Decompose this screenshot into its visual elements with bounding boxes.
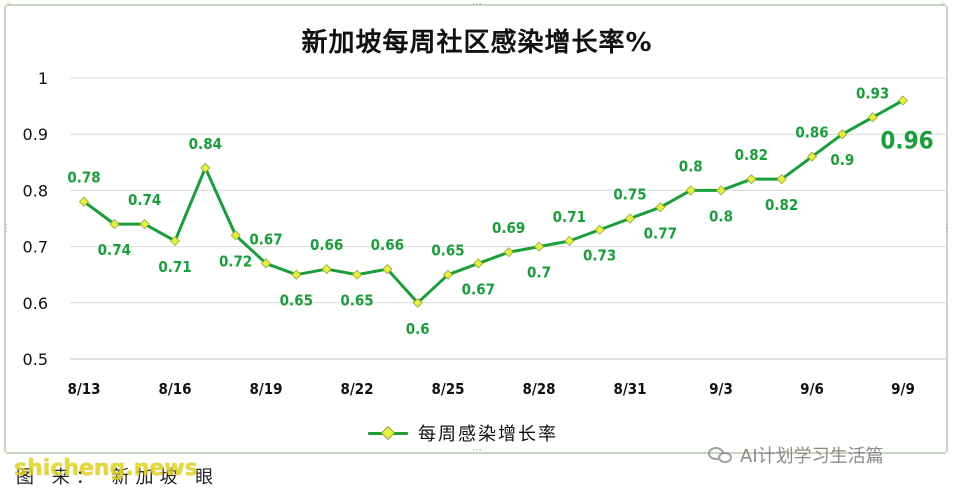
data-label: 0.74 [98, 241, 131, 259]
data-label: 0.7 [527, 264, 551, 282]
data-point-marker [230, 230, 241, 241]
data-label: 0.67 [462, 280, 495, 298]
left-middle-handle[interactable]: ⋮ [1, 223, 11, 234]
right-middle-handle[interactable]: ⋮ [942, 223, 952, 234]
data-point-marker [412, 297, 423, 308]
data-label: 0.73 [583, 247, 616, 265]
data-point-marker [746, 174, 757, 185]
data-point-marker [200, 162, 211, 173]
x-tick-label: 8/16 [158, 380, 191, 398]
data-label: 0.78 [67, 169, 100, 187]
legend-swatch-icon [368, 426, 408, 440]
data-point-marker [442, 269, 454, 280]
data-label: 0.8 [709, 207, 733, 225]
data-label: 0.69 [492, 219, 525, 237]
x-tick-label: 8/25 [431, 380, 464, 398]
y-tick-label: 0.5 [23, 350, 48, 369]
data-point-marker [109, 219, 120, 230]
data-point-marker [685, 185, 696, 196]
data-point-marker [533, 241, 545, 252]
x-tick-label: 8/13 [67, 380, 100, 398]
data-label: 0.65 [340, 292, 373, 310]
chart-legend[interactable]: 每周感染增长率 [368, 420, 558, 446]
x-tick-label: 8/28 [522, 380, 555, 398]
top-right-handle[interactable]: ◦ [940, 0, 946, 10]
data-label: 0.9 [830, 151, 854, 169]
data-label: 0.75 [613, 186, 646, 204]
site-watermark: shicheng.news [14, 456, 198, 481]
data-point-marker [867, 112, 878, 123]
data-label: 0.66 [310, 236, 343, 254]
wechat-watermark-text: AI计划学习生活篇 [740, 446, 884, 467]
top-left-handle[interactable]: ◦ [6, 0, 12, 10]
x-tick-label: 9/6 [800, 380, 824, 398]
data-label: 0.6 [406, 320, 430, 338]
data-point-marker [897, 95, 909, 106]
x-tick-label: 8/19 [249, 380, 282, 398]
x-tick-label: 8/31 [613, 380, 646, 398]
y-tick-label: 0.7 [23, 238, 48, 257]
y-tick-label: 0.6 [23, 294, 48, 313]
source-caption: 图 来： 新加坡 眼 [16, 467, 220, 488]
y-tick-label: 0.8 [23, 181, 48, 200]
data-point-marker [594, 224, 605, 235]
wechat-watermark: AI计划学习生活篇 [708, 442, 884, 468]
data-label: 0.96 [880, 126, 933, 154]
data-label: 0.84 [189, 135, 222, 153]
data-label: 0.66 [371, 236, 404, 254]
data-point-marker [139, 219, 150, 230]
top-middle-handle[interactable]: ⋯ [472, 0, 482, 10]
data-label: 0.86 [795, 124, 828, 142]
x-tick-label: 9/3 [709, 380, 733, 398]
data-label: 0.8 [679, 157, 703, 175]
data-point-marker [382, 264, 393, 275]
data-label: 0.72 [219, 252, 252, 270]
data-point-marker [169, 235, 181, 247]
x-tick-label: 8/22 [340, 380, 373, 398]
chart-frame [4, 4, 948, 454]
data-label: 0.65 [280, 292, 313, 310]
data-point-marker [806, 151, 818, 162]
data-label: 0.93 [856, 84, 889, 102]
data-point-marker [260, 258, 272, 269]
data-point-marker [321, 264, 332, 275]
data-label: 0.65 [431, 242, 464, 260]
data-point-marker [776, 174, 787, 185]
data-label: 0.82 [765, 196, 798, 214]
data-label: 0.74 [128, 191, 161, 209]
data-point-marker [715, 185, 727, 196]
data-label: 0.77 [644, 224, 677, 242]
wechat-icon [708, 445, 734, 465]
data-point-marker [503, 247, 514, 258]
data-point-marker [291, 269, 302, 280]
bottom-middle-handle[interactable]: ⋯ [472, 445, 482, 456]
legend-label: 每周感染增长率 [418, 424, 558, 445]
y-tick-label: 1 [38, 69, 48, 88]
y-tick-label: 0.9 [23, 125, 48, 144]
series-line [83, 99, 904, 305]
data-point-marker [473, 258, 484, 269]
data-point-marker [564, 235, 575, 247]
data-label: 0.82 [735, 146, 768, 164]
data-point-marker [78, 196, 90, 207]
x-tick-label: 9/9 [891, 380, 915, 398]
data-point-marker [351, 269, 363, 280]
data-label: 0.71 [553, 208, 586, 226]
data-point-marker [837, 129, 848, 140]
data-label: 0.71 [158, 258, 191, 276]
data-point-marker [624, 213, 636, 224]
chart-title: 新加坡每周社区感染增长率% [301, 28, 653, 58]
data-point-marker [655, 202, 666, 213]
data-label: 0.67 [249, 230, 282, 248]
